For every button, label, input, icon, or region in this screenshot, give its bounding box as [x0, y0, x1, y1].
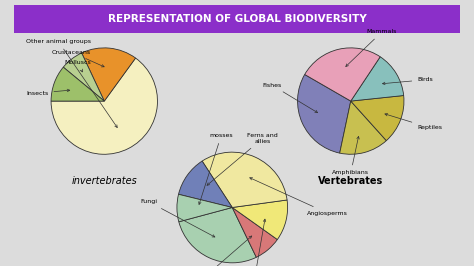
Text: Birds: Birds — [383, 77, 433, 85]
Text: Molluscs: Molluscs — [64, 60, 91, 72]
Text: Fungi: Fungi — [141, 200, 215, 237]
Text: Insects: Insects — [26, 89, 70, 95]
Text: Lichens: Lichens — [243, 219, 266, 266]
Wedge shape — [179, 207, 256, 263]
Wedge shape — [179, 161, 232, 207]
Text: Ferns and
allies: Ferns and allies — [207, 133, 278, 185]
Text: REPRESENTATION OF GLOBAL BIODIVERSITY: REPRESENTATION OF GLOBAL BIODIVERSITY — [108, 14, 366, 24]
Wedge shape — [232, 200, 288, 239]
Text: Crustaceans: Crustaceans — [52, 50, 104, 67]
Text: invertebrates: invertebrates — [72, 176, 137, 186]
Text: Mammals: Mammals — [346, 30, 397, 66]
Wedge shape — [298, 74, 351, 153]
Text: Angiosperms: Angiosperms — [250, 178, 348, 215]
Text: Algae: Algae — [193, 236, 252, 266]
Wedge shape — [351, 95, 404, 141]
Text: Reptiles: Reptiles — [385, 114, 442, 130]
Text: Fishes: Fishes — [262, 83, 318, 113]
Wedge shape — [202, 152, 287, 207]
Text: Other animal groups: Other animal groups — [26, 39, 117, 127]
Text: Vertebrates: Vertebrates — [318, 176, 383, 186]
Wedge shape — [64, 53, 104, 101]
Wedge shape — [232, 207, 277, 257]
Wedge shape — [51, 67, 104, 101]
Text: Amphibians: Amphibians — [332, 136, 369, 175]
Text: mosses: mosses — [199, 133, 233, 205]
FancyBboxPatch shape — [0, 4, 474, 35]
Wedge shape — [82, 48, 136, 101]
Wedge shape — [177, 194, 232, 222]
Wedge shape — [305, 48, 380, 101]
Wedge shape — [351, 57, 404, 101]
Wedge shape — [51, 58, 157, 154]
Wedge shape — [340, 101, 386, 154]
